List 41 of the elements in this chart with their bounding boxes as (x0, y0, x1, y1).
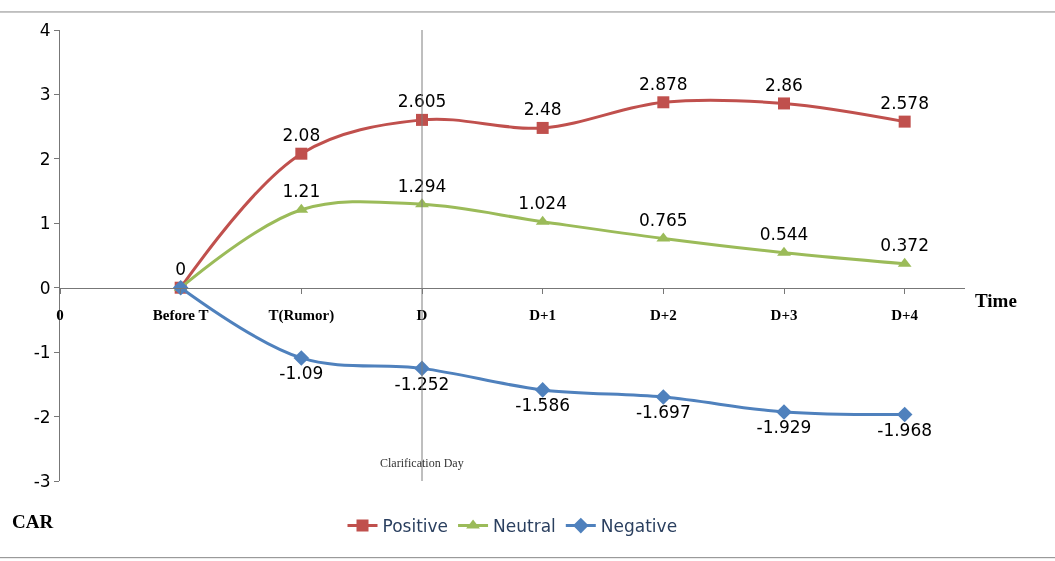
y-tick-label: 0 (39, 277, 51, 298)
data-label: 1.21 (282, 181, 321, 202)
y-tick-label: -1 (33, 342, 51, 363)
y-tick-label: 2 (39, 148, 51, 169)
data-label: 0 (175, 258, 187, 279)
x-tick-label: D+4 (891, 306, 919, 323)
data-label: 1.024 (518, 192, 568, 213)
data-label: 2.578 (880, 92, 930, 113)
data-label: 2.605 (397, 91, 447, 112)
data-label: 2.86 (765, 74, 803, 95)
data-label: 0.544 (759, 223, 809, 244)
x-tick-label: T(Rumor) (268, 306, 335, 324)
x-tick-label: D+1 (529, 306, 557, 323)
x-axis-title: Time (975, 290, 1017, 311)
y-axis-title: CAR (12, 511, 54, 532)
x-tick-label: Before T (152, 306, 209, 323)
data-label: -1.697 (635, 402, 691, 423)
data-label: 0.765 (638, 209, 688, 230)
x-tick-label: D+3 (770, 306, 798, 323)
legend-label: Negative (600, 516, 678, 537)
data-label: 1.294 (397, 175, 447, 196)
y-tick-label: -3 (33, 470, 51, 491)
ref-line-label: Clarification Day (380, 456, 464, 470)
legend-label: Neutral (493, 516, 556, 537)
legend-label: Positive (382, 516, 449, 537)
x-tick-label: D (416, 306, 428, 323)
data-label: 0.372 (880, 235, 930, 255)
x-tick-label: 0 (56, 306, 64, 323)
y-tick-label: 3 (39, 84, 51, 105)
data-label: -1.929 (756, 417, 812, 438)
y-tick-label: 4 (39, 19, 51, 40)
data-label: -1.968 (877, 419, 933, 440)
y-tick-label: 1 (39, 213, 51, 234)
data-label: 2.48 (523, 99, 562, 120)
data-label: 2.878 (638, 73, 688, 94)
data-label: -1.252 (394, 373, 450, 394)
data-label: -1.586 (515, 395, 571, 416)
data-label: -1.09 (279, 363, 324, 384)
y-tick-label: -2 (33, 406, 51, 427)
x-tick-label: D+2 (649, 306, 677, 323)
data-label: 2.08 (282, 124, 321, 145)
